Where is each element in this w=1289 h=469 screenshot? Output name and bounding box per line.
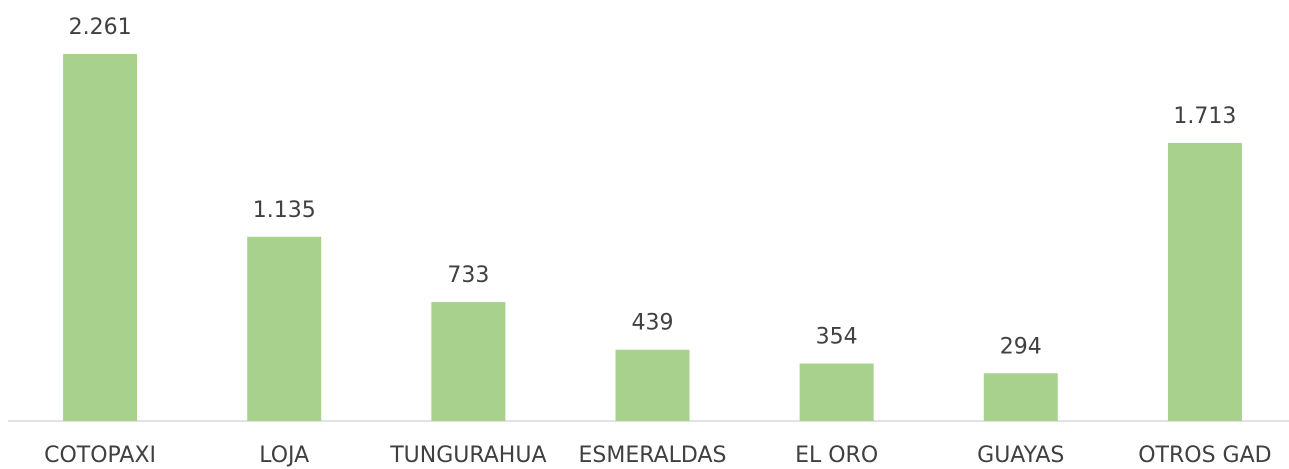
x-tick-label: LOJA	[259, 443, 309, 468]
bar	[799, 363, 874, 421]
data-label: 354	[816, 325, 858, 350]
bar	[1167, 142, 1242, 421]
bar	[247, 236, 322, 421]
bar	[615, 349, 690, 421]
bar	[63, 53, 138, 422]
x-tick-label: ESMERALDAS	[578, 443, 726, 468]
x-tick-label: OTROS GAD	[1138, 443, 1271, 468]
x-tick-label: TUNGURAHUA	[389, 443, 546, 468]
data-label: 294	[1000, 334, 1042, 359]
x-tick-label: COTOPAXI	[44, 443, 156, 468]
data-label: 2.261	[69, 15, 132, 40]
bar	[431, 302, 506, 421]
data-label: 733	[447, 263, 489, 288]
data-label: 1.135	[253, 198, 316, 223]
data-label: 439	[632, 311, 674, 336]
x-tick-label: EL ORO	[795, 443, 878, 468]
bar	[983, 373, 1058, 421]
x-tick-label: GUAYAS	[977, 443, 1064, 468]
data-label: 1.713	[1173, 104, 1236, 129]
